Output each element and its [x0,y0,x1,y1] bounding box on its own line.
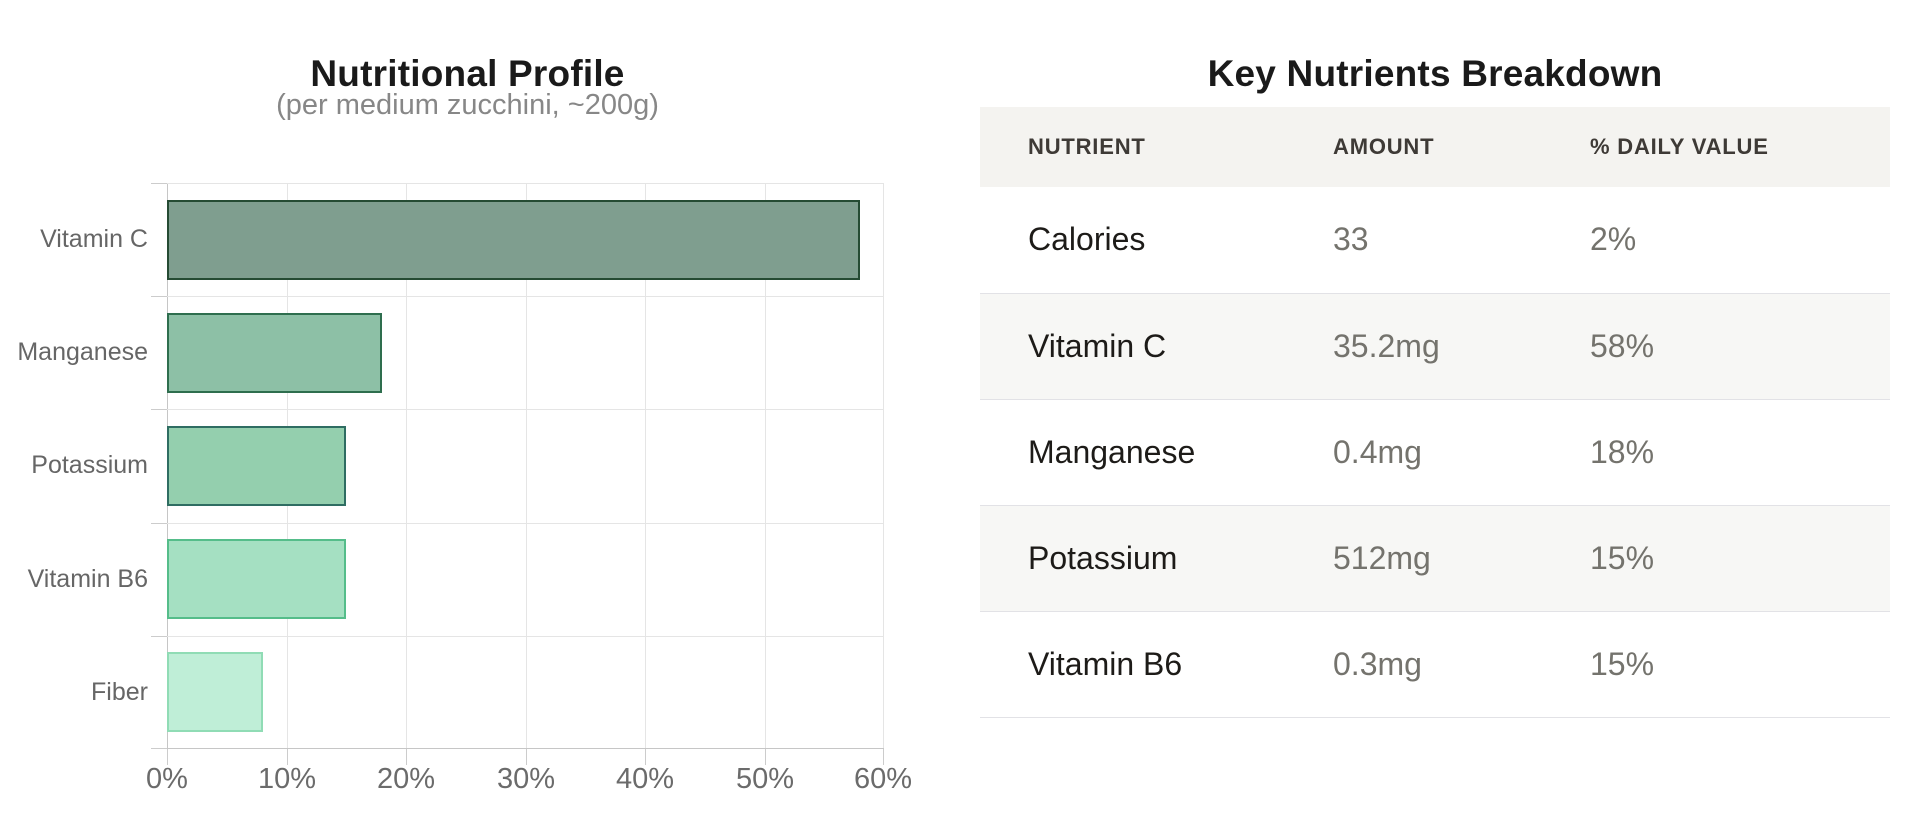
daily-value-cell: 2% [1590,221,1637,258]
nutrient-cell: Calories [1028,221,1146,258]
axis-tick-y [151,523,167,524]
daily-value-cell: 18% [1590,433,1655,470]
y-axis-label: Vitamin C [40,225,148,253]
nutrient-cell: Vitamin C [1028,327,1167,364]
nutrients-table-body: Calories 33 2% Vitamin C 35.2mg 58% Mang… [980,187,1890,717]
x-axis-label: 30% [496,763,556,795]
gridline-h [167,296,884,297]
axis-tick-x [645,749,646,765]
x-axis-label: 40% [615,763,675,795]
axis-tick-x [526,749,527,765]
chart-subtitle: (per medium zucchini, ~200g) [276,89,659,121]
daily-value-cell: 58% [1590,327,1655,364]
amount-cell: 0.3mg [1333,645,1422,682]
nutrient-cell: Potassium [1028,539,1178,576]
table-title: Key Nutrients Breakdown [1207,52,1663,94]
axis-tick-x [167,749,168,765]
axis-tick-y [151,748,167,749]
chart-panel: Nutritional Profile (per medium zucchini… [0,0,935,814]
gridline-v [526,183,527,749]
axis-tick-y [151,296,167,297]
y-axis-label: Manganese [17,338,148,366]
column-header-amount: AMOUNT [1333,134,1435,159]
axis-tick-y [151,409,167,410]
nutrient-cell: Manganese [1028,433,1196,470]
bar-vitamin-c [167,200,860,280]
nutrients-table: NUTRIENT AMOUNT % DAILY VALUE Calories 3… [980,107,1890,718]
bar-vitamin-b6 [167,539,346,619]
x-axis-label: 10% [257,763,317,795]
axis-tick-x [287,749,288,765]
axis-tick-x [765,749,766,765]
table-header-row: NUTRIENT AMOUNT % DAILY VALUE [980,107,1890,187]
gridline-v [883,183,884,749]
bar-potassium [167,426,346,506]
amount-cell: 35.2mg [1333,327,1440,364]
amount-cell: 0.4mg [1333,433,1422,470]
y-axis-label: Vitamin B6 [27,565,148,593]
gridline-h [167,409,884,410]
x-axis-label: 0% [146,763,188,795]
table-row: Manganese 0.4mg 18% [980,399,1890,505]
table-panel: Key Nutrients Breakdown NUTRIENT AMOUNT … [980,0,1890,814]
table-row: Calories 33 2% [980,187,1890,293]
table-row: Potassium 512mg 15% [980,505,1890,611]
gridline-h [167,523,884,524]
axis-tick-y [151,636,167,637]
gridline-v [406,183,407,749]
nutrient-cell: Vitamin B6 [1028,645,1183,682]
x-axis-label: 60% [853,763,913,795]
amount-cell: 33 [1333,221,1369,258]
amount-cell: 512mg [1333,539,1431,576]
gridline-h [167,748,884,749]
daily-value-cell: 15% [1590,539,1655,576]
chart-title: Nutritional Profile [310,52,625,94]
gridline-v [645,183,646,749]
axis-tick-x [883,749,884,765]
x-axis-label: 50% [735,763,795,795]
column-header-nutrient: NUTRIENT [1028,134,1146,159]
column-header-daily-value: % DAILY VALUE [1590,134,1769,159]
axis-tick-x [406,749,407,765]
gridline-h [167,183,884,184]
bar-fiber [167,652,263,732]
gridline-h [167,636,884,637]
y-axis-label: Fiber [91,678,148,706]
table-row: Vitamin B6 0.3mg 15% [980,611,1890,717]
daily-value-cell: 15% [1590,645,1655,682]
table-row: Vitamin C 35.2mg 58% [980,293,1890,399]
axis-tick-y [151,183,167,184]
gridline-v [765,183,766,749]
bar-manganese [167,313,382,393]
plot-area: 0% 10% 20% 30% 40% 50% 60% Vitamin C Manganese Po… [17,183,912,795]
y-axis-label: Potassium [31,451,148,479]
x-axis-label: 20% [376,763,436,795]
